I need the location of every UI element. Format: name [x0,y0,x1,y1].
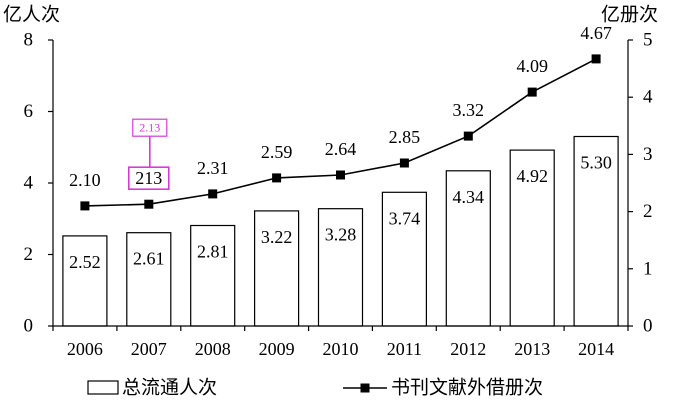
line-value-label: 2.85 [389,127,421,147]
y-left-tick-label: 6 [24,101,34,122]
bars-layer [62,135,619,327]
line-marker [208,189,218,199]
legend-line-marker [360,383,370,393]
bar [381,191,427,327]
legend-bar-swatch [87,380,119,395]
bar [62,235,108,327]
y-right-tick-label: 5 [643,30,653,51]
highlight-box [128,166,170,190]
legend-bar-label: 总流通人次 [122,377,217,399]
axes-layer: 0 2 4 6 8 0 1 2 3 4 5 2006 2007 2008 2009 2010 2011 2012 2… [24,30,654,360]
legend-line-label: 书刊文献外借册次 [391,377,543,399]
bar [190,224,236,327]
bar-value-label: 3.74 [389,208,421,228]
y-left-tick-label: 8 [24,30,34,51]
line-marker [463,131,473,141]
bar-value-label: 4.34 [453,187,485,207]
bar-value-label: 3.28 [325,225,357,245]
line-series-layer [80,54,601,211]
line-marker [527,87,537,97]
line-marker [80,201,90,211]
line-value-label: 2.31 [197,158,229,178]
x-tick-label: 2009 [259,339,295,359]
y-right-tick-label: 3 [643,144,653,165]
y-left-axis-title: 亿人次 [3,4,60,26]
line-value-label: 213 [135,168,162,188]
bar [573,135,619,327]
x-tick-label: 2011 [387,339,422,359]
x-tick-label: 2014 [578,339,614,359]
bar [126,232,172,327]
x-tick-label: 2006 [67,339,103,359]
line-value-label: 2.59 [261,142,293,162]
bar-value-label: 2.61 [133,249,165,269]
y-right-tick-label: 0 [643,316,653,337]
x-tick-label: 2007 [131,339,167,359]
y-left-tick-label: 0 [24,316,34,337]
line-value-label: 4.67 [580,23,612,43]
axis-titles: 亿人次 亿册次 [3,4,658,26]
bar-value-label: 4.92 [516,166,548,186]
y-left-tick-label: 4 [24,173,34,194]
annotation-box [132,118,168,137]
legend: 总流通人次 书刊文献外借册次 [87,377,543,399]
y-right-tick-label: 2 [643,201,653,222]
x-tick-label: 2013 [514,339,550,359]
line-marker [336,170,345,180]
bar-value-label: 2.81 [197,242,229,262]
line-value-label: 3.32 [453,100,485,120]
bar [317,208,364,327]
line-marker [144,199,154,209]
bar-value-label: 3.22 [261,227,293,247]
bar [509,149,555,327]
x-tick-label: 2008 [195,339,231,359]
bar-value-label: 5.30 [580,153,612,173]
data-labels-layer: 2.52 2.61 2.81 3.22 3.28 3.74 4.34 4.92 5.30 2.10… [69,23,612,272]
line-marker [591,54,601,64]
line-value-label: 2.10 [69,170,101,190]
line-value-label: 2.64 [325,139,357,159]
line-marker [272,173,282,183]
annotation-layer: 2.13 [128,118,170,190]
bar-value-label: 2.52 [69,252,101,272]
x-tick-label: 2012 [450,339,486,359]
y-left-tick-label: 2 [24,244,34,265]
line-value-label: 4.09 [516,56,548,76]
y-right-tick-label: 1 [643,258,653,279]
bar [445,170,491,327]
bar [254,210,300,327]
x-tick-label: 2010 [323,339,359,359]
line-marker [399,158,409,168]
y-right-axis-title: 亿册次 [601,4,658,26]
annotation-label: 2.13 [139,121,160,135]
y-right-tick-label: 4 [643,87,653,108]
